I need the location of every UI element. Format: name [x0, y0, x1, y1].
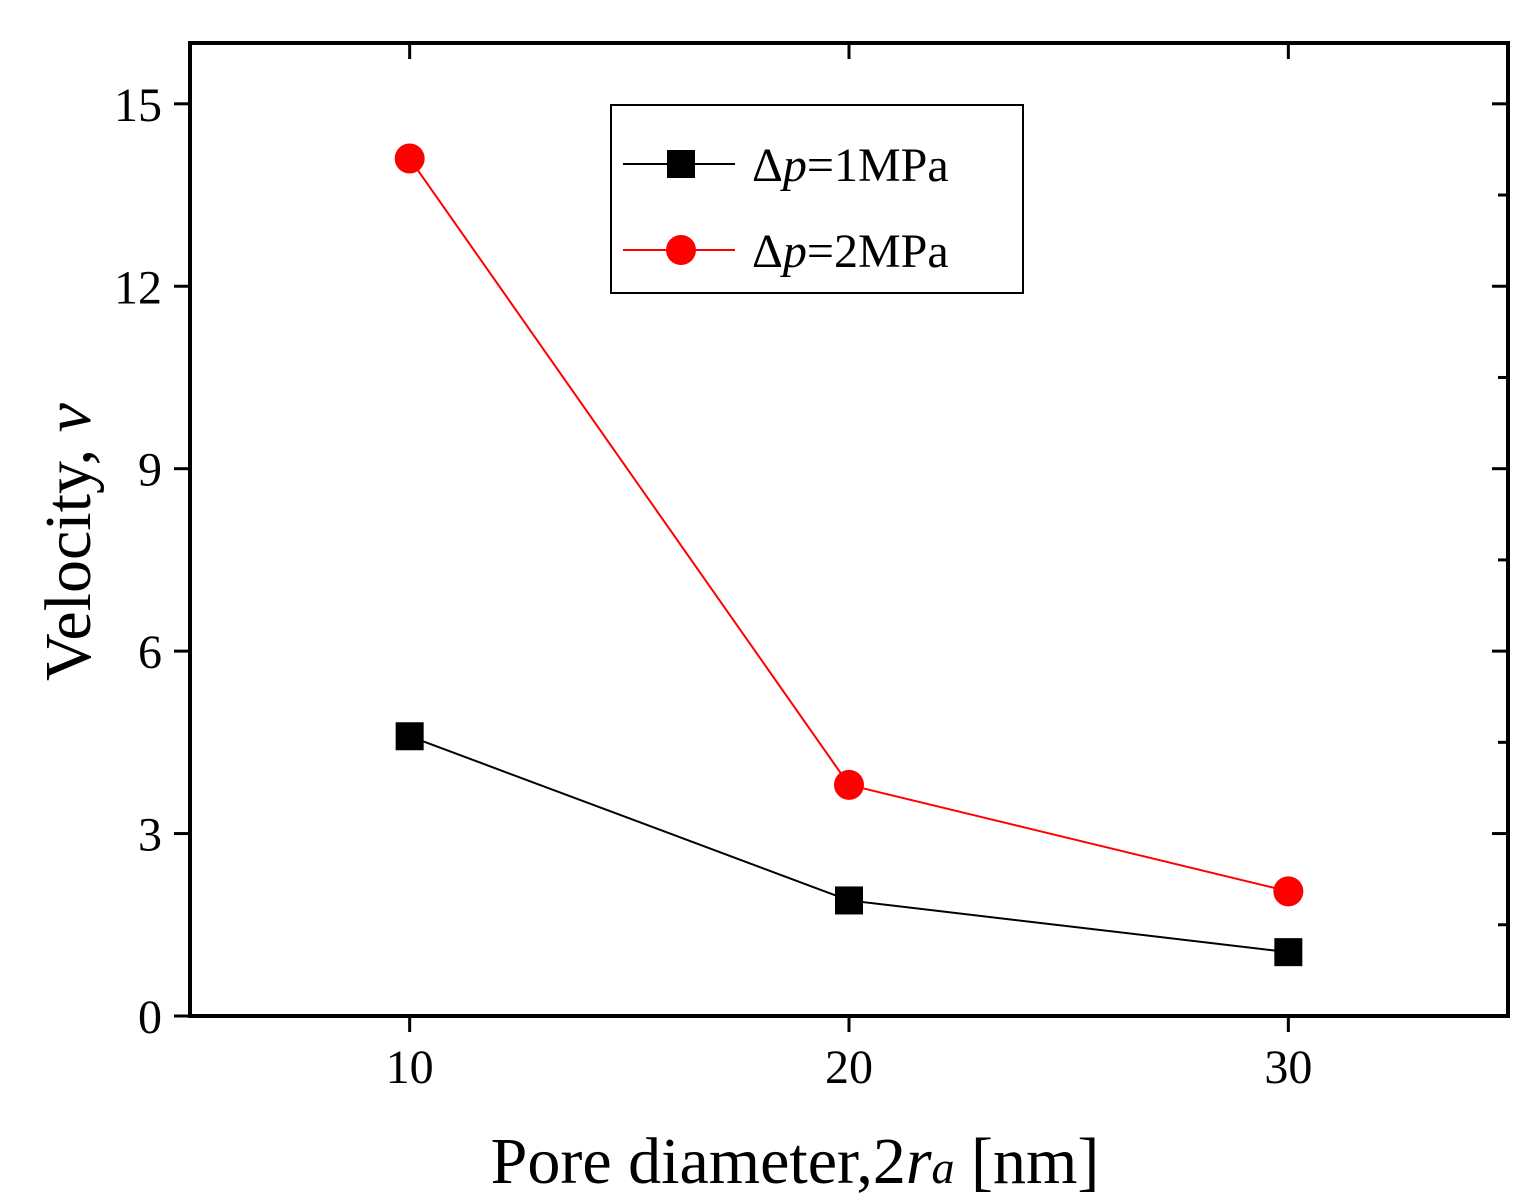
- series-1-point-3: [1274, 938, 1302, 966]
- legend-marker-series-1: [667, 150, 695, 178]
- legend-marker-series-2: [666, 235, 696, 265]
- x-axis-title: Pore diameter,2ra [nm]: [491, 1125, 1100, 1195]
- legend-label-series-1: Δp=1MPa: [752, 139, 949, 192]
- series-1-line: [410, 736, 1289, 952]
- x-tick-label-0: 10: [386, 1041, 434, 1094]
- series-2-point-3: [1273, 876, 1303, 906]
- series-1-point-2: [835, 886, 863, 914]
- series-2-point-2: [834, 770, 864, 800]
- y-tick-label-3: 9: [138, 444, 162, 497]
- series-1-point-1: [396, 722, 424, 750]
- y-tick-label-2: 6: [138, 626, 162, 679]
- x-tick-label-1: 20: [825, 1041, 873, 1094]
- series-2-point-1: [395, 144, 425, 174]
- y-tick-label-4: 12: [114, 261, 162, 314]
- x-tick-label-2: 30: [1264, 1041, 1312, 1094]
- line-chart: 0 3 6 9 12 15 10 20 30 Δp=1MPa Δp=2MPa Pore diam…: [0, 0, 1538, 1195]
- y-tick-label-0: 0: [138, 991, 162, 1044]
- legend: Δp=1MPa Δp=2MPa: [611, 105, 1023, 293]
- y-tick-label-5: 15: [114, 79, 162, 132]
- y-tick-label-1: 3: [138, 809, 162, 862]
- legend-label-series-2: Δp=2MPa: [752, 225, 949, 278]
- y-axis-title: Velocity, v: [32, 402, 105, 681]
